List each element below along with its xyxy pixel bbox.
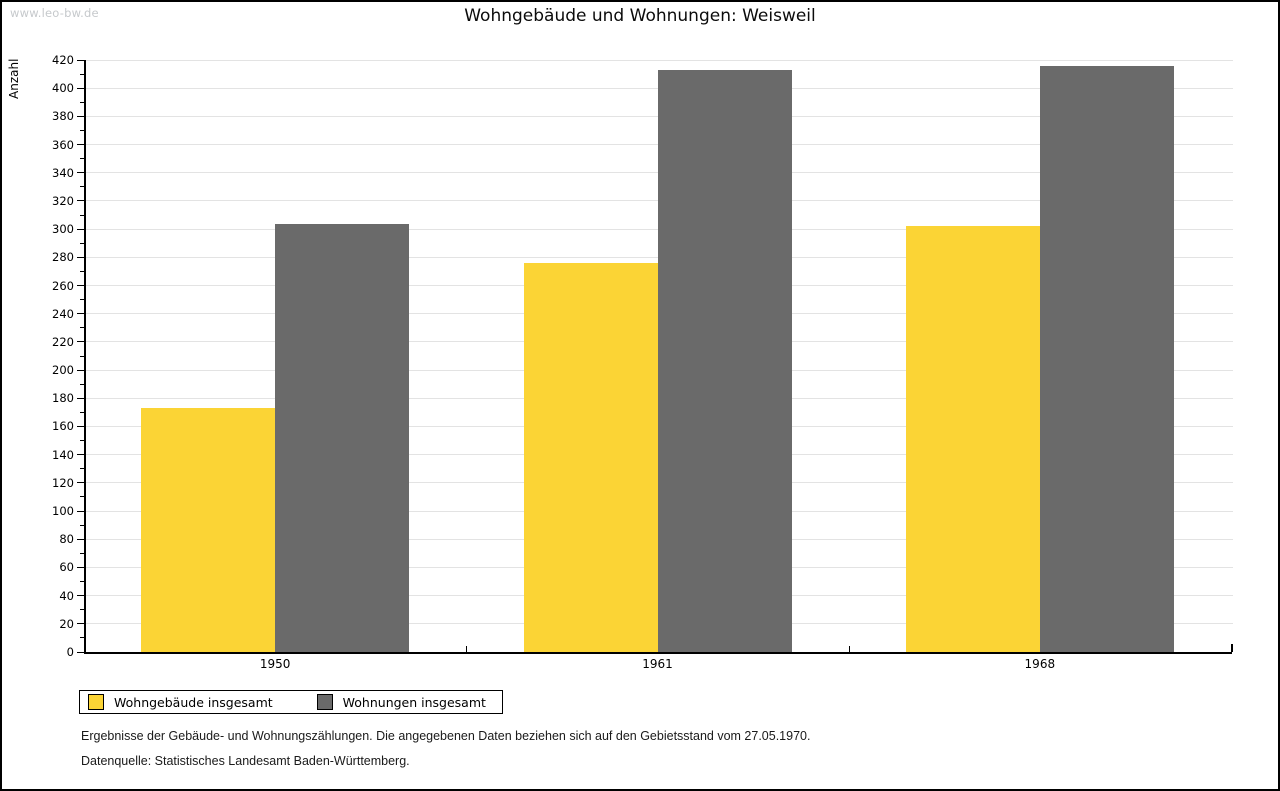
x-boundary-tick [466, 646, 468, 652]
y-major-tick [77, 623, 84, 625]
y-major-tick [77, 425, 84, 427]
footnote-line-1: Ergebnisse der Gebäude- und Wohnungszähl… [81, 729, 811, 743]
y-major-tick [77, 566, 84, 568]
y-tick-label: 260 [52, 278, 74, 293]
y-gridline [84, 59, 1233, 61]
y-minor-tick [80, 270, 84, 272]
y-minor-tick [80, 327, 84, 329]
bar-1968-series-1 [1039, 65, 1174, 652]
y-minor-tick [80, 552, 84, 554]
y-minor-tick [80, 609, 84, 611]
y-minor-tick [80, 158, 84, 160]
y-minor-tick [80, 242, 84, 244]
y-major-tick [77, 369, 84, 371]
y-tick-label: 0 [66, 645, 74, 659]
y-major-tick [77, 256, 84, 258]
y-minor-tick [80, 101, 84, 103]
y-tick-label: 400 [52, 81, 74, 96]
watermark: www.leo-bw.de [10, 6, 99, 20]
y-tick-label: 380 [52, 109, 74, 124]
legend-label: Wohngebäude insgesamt [114, 694, 273, 710]
bar-1968-series-0 [905, 226, 1040, 652]
y-tick-label: 80 [59, 532, 74, 547]
y-major-tick [77, 228, 84, 230]
legend-swatch-gray-icon [316, 694, 333, 710]
y-major-tick [77, 59, 84, 61]
bar-1961-series-0 [523, 262, 658, 652]
legend-swatch-yellow-icon [88, 694, 104, 710]
y-major-tick [77, 595, 84, 597]
y-minor-tick [80, 468, 84, 470]
y-minor-tick [80, 496, 84, 498]
y-tick-label: 220 [52, 334, 74, 349]
y-major-tick [77, 397, 84, 399]
y-tick-label: 180 [52, 391, 74, 406]
y-tick-label: 140 [52, 447, 74, 462]
y-tick-label: 340 [52, 165, 74, 180]
x-tick-label: 1961 [642, 657, 673, 671]
y-major-tick [77, 651, 84, 653]
x-tick-label: 1950 [259, 657, 291, 671]
y-minor-tick [80, 440, 84, 442]
y-minor-tick [80, 129, 84, 131]
y-major-tick [77, 454, 84, 456]
y-minor-tick [80, 355, 84, 357]
y-major-tick [77, 482, 84, 484]
chart-title: Wohngebäude und Wohnungen: Weisweil [464, 6, 816, 26]
y-tick-label: 320 [52, 193, 74, 208]
y-tick-label: 420 [52, 53, 74, 67]
x-tick-label: 1968 [1024, 657, 1056, 671]
y-major-tick [77, 313, 84, 315]
x-axis-line [84, 652, 1232, 654]
y-major-tick [77, 144, 84, 146]
legend-item-wohngebaeude: Wohngebäude insgesamt [88, 694, 273, 710]
y-major-tick [77, 87, 84, 89]
y-major-tick [77, 172, 84, 174]
y-minor-tick [80, 186, 84, 188]
y-minor-tick [80, 581, 84, 583]
y-tick-label: 100 [52, 504, 74, 519]
y-minor-tick [80, 411, 84, 413]
y-minor-tick [80, 299, 84, 301]
y-tick-label: 300 [52, 222, 74, 237]
x-boundary-tick [848, 646, 850, 652]
y-tick-label: 120 [52, 475, 74, 490]
y-minor-tick [80, 524, 84, 526]
legend-item-wohnungen: Wohnungen insgesamt [316, 694, 486, 710]
y-minor-tick [80, 73, 84, 75]
y-major-tick [77, 285, 84, 287]
y-tick-label: 200 [52, 363, 74, 378]
footnote-line-2: Datenquelle: Statistisches Landesamt Bad… [81, 754, 410, 768]
y-major-tick [77, 341, 84, 343]
y-tick-label: 20 [59, 616, 74, 631]
bar-1950-series-1 [275, 223, 410, 652]
y-tick-label: 360 [52, 137, 74, 152]
legend-label: Wohnungen insgesamt [342, 694, 486, 710]
y-minor-tick [80, 637, 84, 639]
y-tick-label: 280 [52, 250, 74, 265]
y-minor-tick [80, 214, 84, 216]
y-minor-tick [80, 383, 84, 385]
x-axis-end-tick [1231, 644, 1233, 652]
y-tick-label: 240 [52, 306, 74, 321]
y-axis-line [84, 60, 86, 654]
y-tick-label: 60 [59, 560, 74, 575]
bar-1961-series-1 [657, 69, 792, 652]
y-major-tick [77, 200, 84, 202]
y-tick-label: 160 [52, 419, 74, 434]
legend: Wohngebäude insgesamt Wohnungen insgesam… [79, 690, 503, 714]
y-major-tick [77, 115, 84, 117]
y-major-tick [77, 510, 84, 512]
bar-1950-series-0 [141, 408, 276, 652]
y-major-tick [77, 538, 84, 540]
y-tick-label: 40 [59, 588, 74, 603]
